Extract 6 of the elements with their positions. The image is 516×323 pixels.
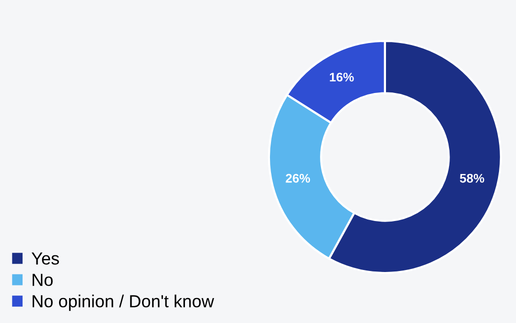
- legend-label: No opinion / Don't know: [32, 294, 214, 311]
- data-label: 16%: [330, 72, 354, 82]
- legend-label: No: [32, 274, 53, 286]
- legend-label: Yes: [32, 252, 59, 265]
- data-label: 26%: [286, 174, 310, 183]
- data-label: 58%: [460, 174, 484, 183]
